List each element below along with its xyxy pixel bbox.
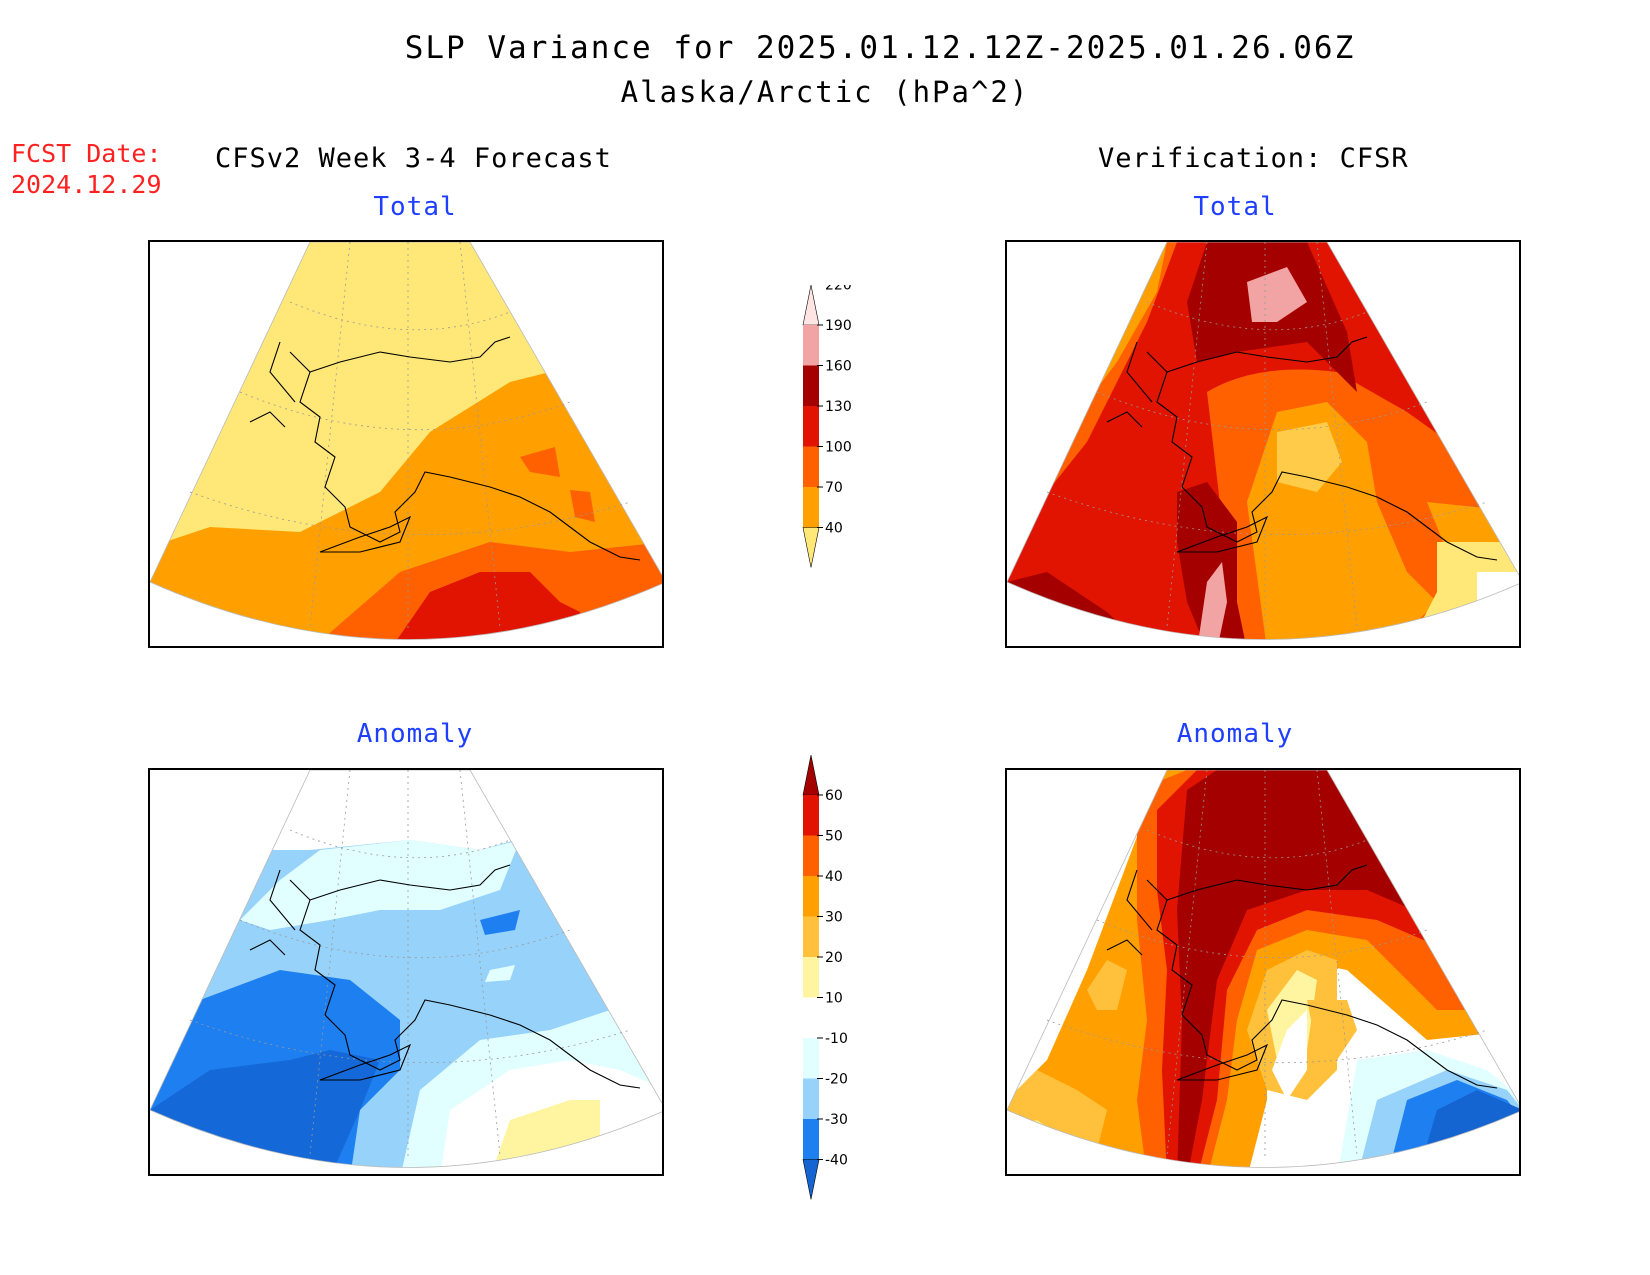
anomaly-colorbar: -40 -30 -20 -10 10 20 30 40 50 60 [802, 755, 848, 1200]
total-colorbar-segment [803, 487, 819, 528]
verification-anomaly-map [1005, 768, 1521, 1176]
total-colorbar-segment [803, 446, 819, 487]
total-colorbar-label: 40 [825, 521, 843, 537]
anomaly-colorbar-label: 40 [825, 869, 843, 885]
anomaly-colorbar-label: 60 [825, 788, 843, 804]
anomaly-colorbar-label: 50 [825, 829, 843, 845]
anomaly-colorbar-segment [803, 957, 819, 998]
forecast-date-label: FCST Date: [11, 139, 162, 168]
anomaly-colorbar-label: 30 [825, 910, 843, 926]
total-colorbar-segment [803, 365, 819, 406]
forecast-anomaly-title: Anomaly [356, 719, 474, 749]
anomaly-colorbar-label: -40 [825, 1153, 848, 1169]
total-colorbar-segment [803, 325, 819, 366]
forecast-total-map [148, 240, 664, 648]
anomaly-colorbar-segment [803, 1038, 819, 1079]
anomaly-colorbar-segment [803, 795, 819, 836]
total-colorbar-label: 100 [825, 440, 852, 456]
total-colorbar-label: 130 [825, 399, 852, 415]
anomaly-colorbar-label: 20 [825, 950, 843, 966]
map-title: SLP Variance for 2025.01.12.12Z-2025.01.… [404, 30, 1356, 66]
anomaly-colorbar-label: 10 [825, 991, 843, 1007]
total-colorbar-top-cap [802, 285, 820, 326]
verification-anomaly-title: Anomaly [1176, 719, 1294, 749]
forecast-date-value: 2024.12.29 [11, 170, 162, 199]
verification-total-map [1005, 240, 1521, 648]
anomaly-colorbar-label: -30 [825, 1112, 848, 1128]
forecast-column-heading: CFSv2 Week 3-4 Forecast [215, 143, 612, 174]
anomaly-colorbar-segment [803, 876, 819, 917]
total-colorbar: 40 70 100 130 160 190 220 [802, 285, 852, 568]
total-colorbar-bottom-cap [802, 527, 820, 568]
anomaly-colorbar-bottom-cap [802, 1159, 820, 1200]
total-colorbar-label: 160 [825, 359, 852, 375]
verification-column-heading: Verification: CFSR [1098, 143, 1409, 174]
anomaly-colorbar-segment [803, 916, 819, 957]
anomaly-colorbar-segment [803, 997, 819, 1038]
forecast-total-title: Total [373, 192, 457, 222]
total-colorbar-label: 190 [825, 318, 852, 334]
total-colorbar-segment [803, 406, 819, 447]
total-colorbar-label: 220 [825, 285, 852, 294]
anomaly-colorbar-segment [803, 1119, 819, 1160]
forecast-anomaly-map [148, 768, 664, 1176]
anomaly-colorbar-segment [803, 835, 819, 876]
forecast-date-block: FCST Date: 2024.12.29 [11, 138, 162, 200]
anomaly-colorbar-top-cap [802, 755, 820, 796]
anomaly-colorbar-segment [803, 1078, 819, 1119]
verification-total-title: Total [1193, 192, 1277, 222]
anomaly-colorbar-label: -10 [825, 1031, 848, 1047]
anomaly-colorbar-label: -20 [825, 1072, 848, 1088]
total-colorbar-label: 70 [825, 480, 843, 496]
map-subtitle: Alaska/Arctic (hPa^2) [620, 75, 1030, 109]
